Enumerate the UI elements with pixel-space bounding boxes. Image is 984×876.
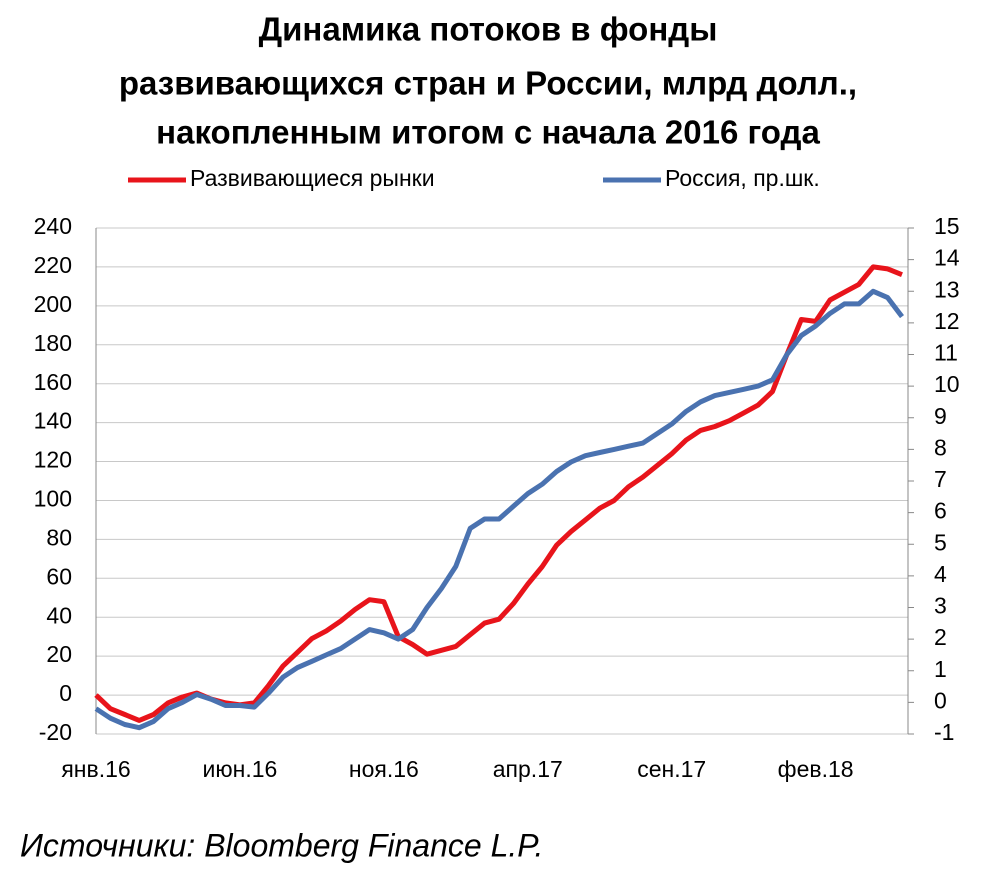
x-tick-label: фев.18 (778, 756, 854, 782)
series-line (94, 264, 903, 723)
y2-tick-label: -1 (934, 719, 954, 745)
y-tick-label: 80 (46, 524, 72, 550)
y-tick-label: 120 (34, 447, 72, 473)
y2-tick-label: 0 (934, 687, 947, 713)
y2-tick-label: 2 (934, 624, 947, 650)
y2-tick-label: 10 (934, 371, 960, 397)
y2-tick-label: 3 (934, 593, 947, 619)
x-tick-label: янв.16 (61, 756, 130, 782)
x-tick-label: ноя.16 (349, 756, 419, 782)
chart-title: развивающихся стран и России, млрд долл.… (119, 65, 857, 102)
y-tick-label: 200 (34, 291, 72, 317)
chart-title: накопленным итогом с начала 2016 года (156, 114, 820, 151)
x-tick-label: апр.17 (493, 756, 563, 782)
y2-tick-label: 13 (934, 276, 960, 302)
y2-tick-label: 15 (934, 213, 960, 239)
y-tick-label: 40 (46, 602, 72, 628)
y-tick-label: 0 (59, 680, 72, 706)
y2-tick-label: 5 (934, 529, 947, 555)
y2-tick-label: 6 (934, 498, 947, 524)
y2-tick-label: 1 (934, 656, 947, 682)
y-tick-label: 100 (34, 486, 72, 512)
source-note: Источники: Bloomberg Finance L.P. (20, 827, 543, 863)
y-tick-label: 240 (34, 213, 72, 239)
y-tick-label: 160 (34, 369, 72, 395)
x-tick-label: июн.16 (203, 756, 278, 782)
y-tick-label: 60 (46, 563, 72, 589)
y-tick-label: 20 (46, 641, 72, 667)
legend-label: Развивающиеся рынки (190, 165, 435, 191)
legend-label: Россия, пр.шк. (665, 165, 820, 191)
y2-tick-label: 8 (934, 434, 947, 460)
y-tick-label: 180 (34, 330, 72, 356)
y2-tick-label: 4 (934, 561, 947, 587)
y2-tick-label: 14 (934, 245, 960, 271)
y-tick-label: 220 (34, 252, 72, 278)
y-tick-label: 140 (34, 408, 72, 434)
series-line (94, 288, 904, 731)
y2-tick-label: 11 (934, 340, 958, 366)
x-tick-label: сен.17 (637, 756, 706, 782)
chart-title: Динамика потоков в фонды (259, 11, 718, 48)
y2-tick-label: 7 (934, 466, 947, 492)
y2-tick-label: 12 (934, 308, 960, 334)
y2-tick-label: 9 (934, 403, 947, 429)
y-tick-label: -20 (39, 719, 72, 745)
